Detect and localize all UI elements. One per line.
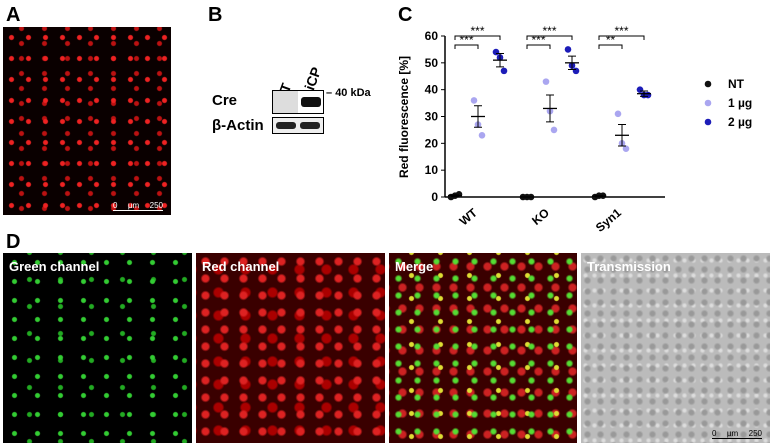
channel-label: Transmission — [587, 259, 671, 274]
panel-label: D — [6, 231, 21, 253]
marker-text: 40 kDa — [335, 87, 371, 99]
data-point — [572, 67, 580, 75]
micrograph: Merge — [389, 253, 577, 443]
data-point — [644, 91, 652, 99]
x-tick-label: Syn1 — [593, 205, 624, 234]
micrograph: Green channel — [3, 253, 192, 443]
legend-label: NT — [728, 77, 745, 91]
error-bar — [496, 52, 504, 68]
data-point — [470, 97, 478, 104]
scale-unit: µm — [726, 429, 739, 438]
data-point — [622, 145, 630, 152]
significance-bracket — [598, 44, 623, 49]
data-point — [542, 78, 550, 85]
error-bar — [595, 195, 603, 198]
blot-cre — [272, 90, 324, 114]
micrograph: Transmission 0 µm 250 — [581, 253, 770, 443]
y-tick-label: 20 — [425, 136, 439, 150]
data-point — [614, 110, 622, 118]
significance-label: *** — [470, 24, 484, 38]
x-tick-label: WT — [457, 205, 481, 228]
significance-label: ** — [606, 33, 616, 47]
data-point — [564, 46, 572, 53]
legend-label: 1 µg — [728, 96, 752, 110]
row-label: β-Actin — [212, 117, 264, 134]
y-tick-label: 10 — [425, 163, 439, 177]
significance-label: *** — [614, 24, 628, 38]
error-bar — [451, 194, 459, 197]
row-label: Cre — [212, 92, 238, 109]
channel-label: Green channel — [9, 259, 100, 274]
significance-bracket — [454, 35, 501, 40]
y-tick-label: 60 — [425, 29, 439, 43]
scale-bar: 0 µm 250 — [712, 429, 762, 439]
scale-start: 0 — [712, 429, 717, 438]
data-point — [636, 86, 644, 93]
y-tick-label: 0 — [431, 190, 438, 204]
blot-actin — [272, 117, 324, 134]
panel-label: B — [208, 4, 223, 26]
micrograph: Red channel — [196, 253, 385, 443]
panel-label: A — [6, 4, 21, 26]
scale-unit: µm — [127, 201, 140, 210]
data-point — [500, 67, 508, 75]
y-axis-label: Red fluorescence [%] — [397, 56, 411, 178]
legend-label: 2 µg — [728, 115, 752, 129]
data-point — [550, 126, 558, 134]
data-point — [492, 48, 500, 56]
scale-bar: 0 µm 250 — [113, 201, 163, 211]
significance-bracket — [598, 35, 645, 40]
error-bar — [640, 90, 648, 97]
significance-bracket — [526, 44, 551, 49]
legend-marker — [704, 80, 712, 88]
y-tick-label: 40 — [425, 83, 439, 97]
scale-end: 250 — [748, 429, 762, 438]
micrograph: 0 µm 250 — [3, 27, 171, 215]
channel-label: Red channel — [202, 259, 280, 274]
panel-label: C — [398, 4, 413, 26]
error-bar — [618, 124, 626, 147]
scale-start: 0 — [113, 201, 118, 210]
channel-label: Merge — [395, 259, 434, 274]
error-bar — [474, 105, 482, 128]
marker: – 40 kDa — [326, 87, 371, 99]
error-bar — [546, 94, 554, 123]
y-tick-label: 30 — [425, 110, 439, 124]
data-point — [478, 131, 486, 139]
scale-end: 250 — [149, 201, 163, 210]
y-tick-label: 50 — [425, 56, 439, 70]
legend-marker — [704, 99, 712, 107]
significance-bracket — [454, 44, 479, 49]
legend-marker — [704, 118, 712, 126]
error-bar — [568, 55, 576, 71]
significance-label: *** — [542, 24, 556, 38]
significance-bracket — [526, 35, 573, 40]
x-tick-label: KO — [529, 206, 552, 228]
